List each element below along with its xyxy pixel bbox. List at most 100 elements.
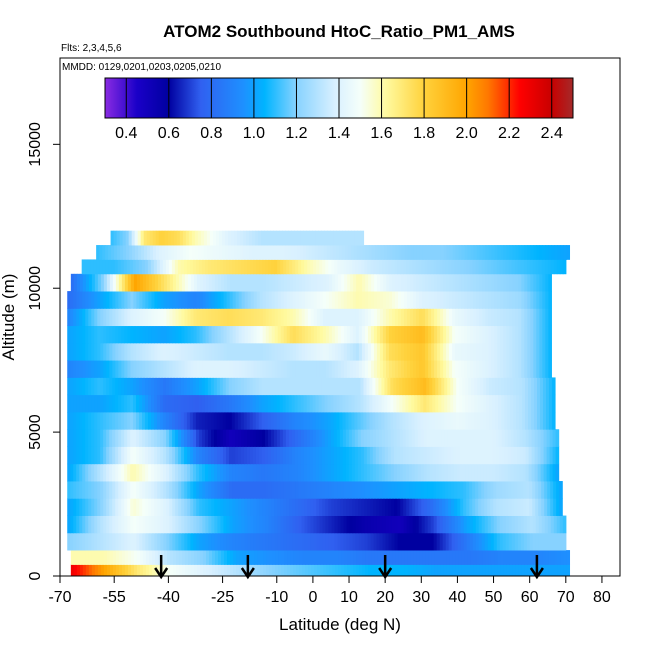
heatmap-cell — [142, 291, 147, 309]
heatmap-cell — [112, 498, 116, 516]
heatmap-cell — [533, 360, 537, 378]
heatmap-cell — [519, 394, 523, 413]
heatmap-cell — [275, 245, 280, 260]
heatmap-cell — [85, 325, 89, 344]
heatmap-cell — [380, 245, 385, 260]
heatmap-cell — [272, 564, 276, 576]
heatmap-cell — [112, 481, 116, 499]
heatmap-cell — [486, 411, 490, 430]
heatmap-cell — [469, 515, 474, 534]
heatmap-cell — [559, 481, 563, 499]
heatmap-cell — [215, 230, 220, 246]
heatmap-cell — [76, 342, 80, 361]
heatmap-cell — [501, 446, 506, 465]
heatmap-cell — [494, 325, 498, 344]
heatmap-cell — [253, 342, 258, 361]
heatmap-cell — [148, 360, 153, 378]
heatmap-cell — [484, 515, 489, 534]
heatmap-cell — [325, 360, 330, 378]
heatmap-cell — [151, 377, 155, 396]
heatmap-cell — [542, 550, 546, 565]
heatmap-cell — [172, 291, 177, 309]
heatmap-cell — [282, 463, 287, 482]
heatmap-cell — [259, 291, 264, 309]
heatmap-cell — [398, 245, 403, 260]
heatmap-cell — [129, 245, 133, 260]
heatmap-cell — [301, 515, 306, 534]
heatmap-cell — [494, 291, 498, 309]
heatmap-cell — [518, 291, 522, 309]
heatmap-cell — [208, 532, 212, 551]
heatmap-cell — [100, 463, 104, 482]
heatmap-cell — [109, 498, 113, 516]
heatmap-cell — [428, 325, 432, 344]
heatmap-cell — [430, 498, 434, 516]
heatmap-cell — [497, 342, 501, 361]
heatmap-cell — [238, 498, 242, 516]
heatmap-cell — [186, 259, 191, 275]
heatmap-cell — [419, 245, 424, 260]
heatmap-cell — [525, 394, 529, 413]
heatmap-cell — [106, 429, 110, 447]
heatmap-cell — [447, 411, 451, 430]
heatmap-cell — [407, 245, 412, 260]
heatmap-cell — [431, 245, 436, 260]
heatmap-cell — [67, 291, 71, 309]
heatmap-cell — [364, 360, 369, 378]
heatmap-cell — [314, 273, 318, 292]
heatmap-cell — [270, 394, 275, 413]
heatmap-cell — [485, 360, 489, 378]
heatmap-cell — [310, 481, 314, 499]
heatmap-cell — [112, 411, 116, 430]
heatmap-cell — [477, 446, 482, 465]
heatmap-cell — [395, 245, 400, 260]
heatmap-cell — [548, 394, 553, 413]
heatmap-cell — [531, 411, 535, 430]
heatmap-cell — [321, 377, 326, 396]
heatmap-cell — [238, 481, 242, 499]
heatmap-cell — [303, 463, 308, 482]
heatmap-cell — [504, 411, 508, 430]
heatmap-cell — [118, 377, 122, 396]
heatmap-cell — [262, 532, 267, 551]
heatmap-cell — [547, 481, 551, 499]
heatmap-cell — [169, 291, 174, 309]
heatmap-cell — [411, 446, 416, 465]
heatmap-cell — [306, 411, 311, 430]
heatmap-cell — [449, 245, 454, 260]
heatmap-cell — [307, 325, 312, 344]
heatmap-cell — [535, 481, 539, 499]
heatmap-cell — [390, 429, 395, 447]
heatmap-cell — [442, 515, 447, 534]
heatmap-cell — [199, 532, 203, 551]
heatmap-cell — [310, 291, 315, 309]
heatmap-cell — [277, 481, 281, 499]
heatmap-cell — [428, 245, 433, 260]
heatmap-cell — [177, 377, 182, 396]
heatmap-cell — [255, 446, 260, 465]
heatmap-cell — [528, 411, 532, 430]
heatmap-cell — [479, 564, 483, 576]
heatmap-cell — [426, 446, 431, 465]
heatmap-cell — [408, 446, 413, 465]
heatmap-cell — [288, 230, 292, 246]
heatmap-cell — [410, 291, 414, 309]
heatmap-cell — [154, 325, 159, 344]
heatmap-cell — [432, 429, 437, 447]
heatmap-cell — [122, 230, 127, 246]
colorbar-tick-label: 0.8 — [200, 125, 222, 142]
heatmap-cell — [234, 377, 239, 396]
heatmap-cell — [459, 411, 463, 430]
heatmap-cell — [82, 446, 86, 465]
heatmap-cell — [76, 550, 81, 565]
heatmap-cell — [527, 325, 531, 344]
heatmap-cell — [437, 550, 441, 565]
heatmap-cell — [444, 463, 449, 482]
heatmap-cell — [378, 394, 383, 413]
heatmap-cell — [166, 498, 170, 516]
heatmap-cell — [476, 360, 480, 378]
heatmap-cell — [322, 259, 326, 275]
heatmap-cell — [325, 325, 330, 344]
heatmap-cell — [419, 360, 423, 378]
heatmap-cell — [246, 446, 251, 465]
